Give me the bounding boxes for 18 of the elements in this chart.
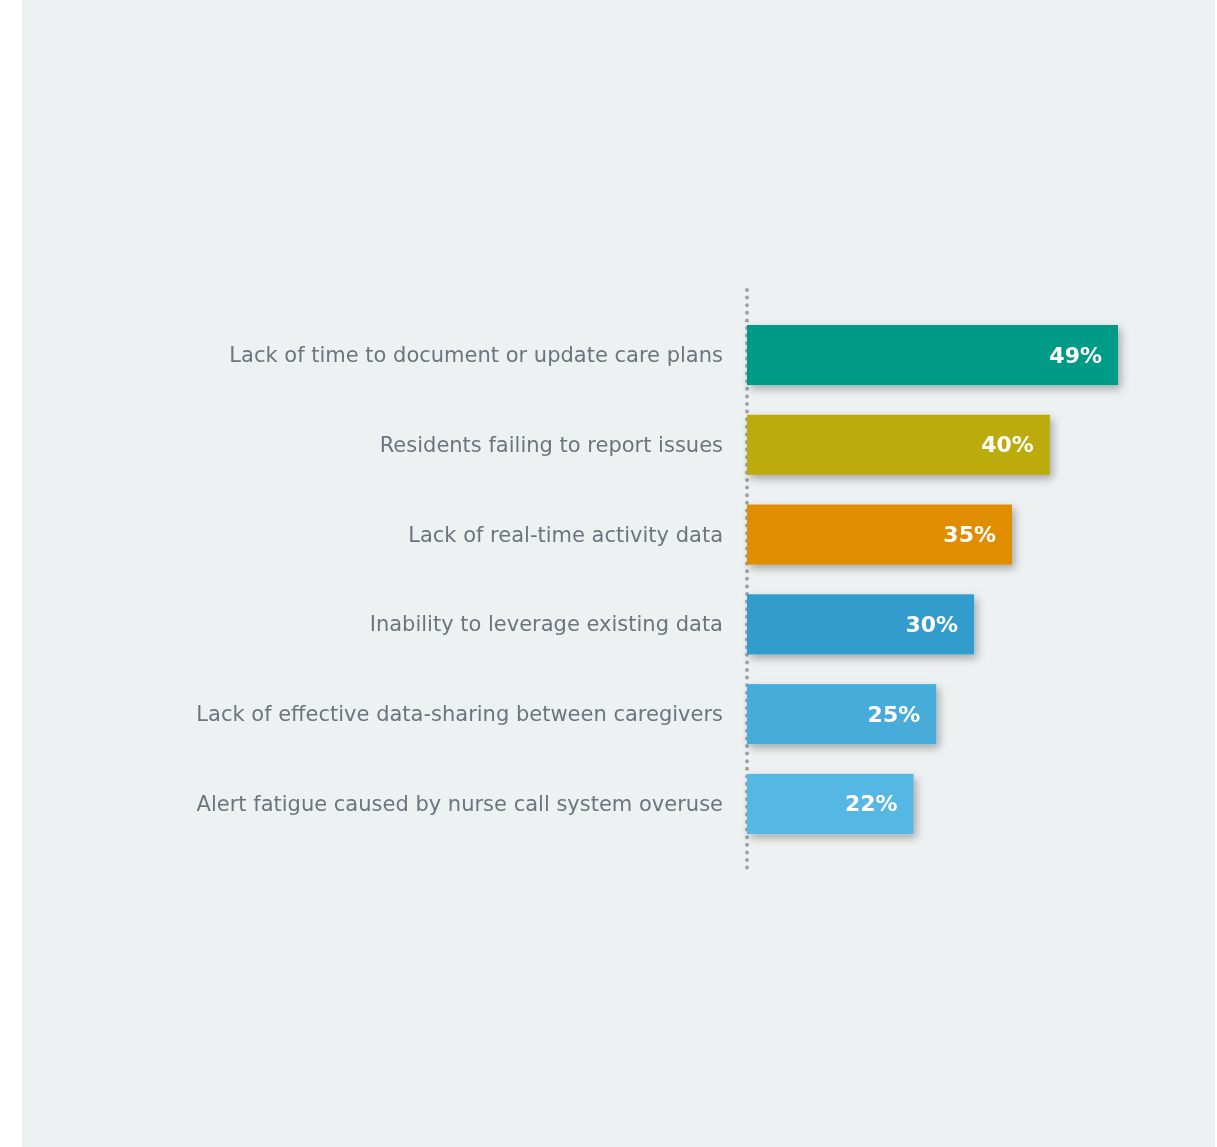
data-label: 22% [844, 791, 898, 817]
data-label: 35% [943, 522, 996, 548]
y-tick-label: Lack of effective data-sharing between caregivers [196, 702, 723, 727]
bar [747, 684, 937, 745]
data-label: 49% [1049, 342, 1102, 368]
y-tick-label: Residents failing to report issues [379, 432, 723, 457]
bar [747, 504, 1012, 565]
bar [747, 324, 1118, 386]
data-label: 25% [867, 701, 921, 727]
y-tick-label: Lack of time to document or update care plans [229, 343, 723, 368]
data-label: 40% [981, 432, 1034, 458]
bar [747, 594, 975, 655]
y-tick-label: Inability to leverage existing data [369, 612, 723, 637]
y-tick-label: Lack of real-time activity data [408, 522, 723, 547]
bar [747, 414, 1050, 475]
data-label: 30% [905, 611, 959, 637]
bar [747, 773, 914, 835]
y-tick-label: Alert fatigue caused by nurse call system overuse [196, 791, 723, 816]
